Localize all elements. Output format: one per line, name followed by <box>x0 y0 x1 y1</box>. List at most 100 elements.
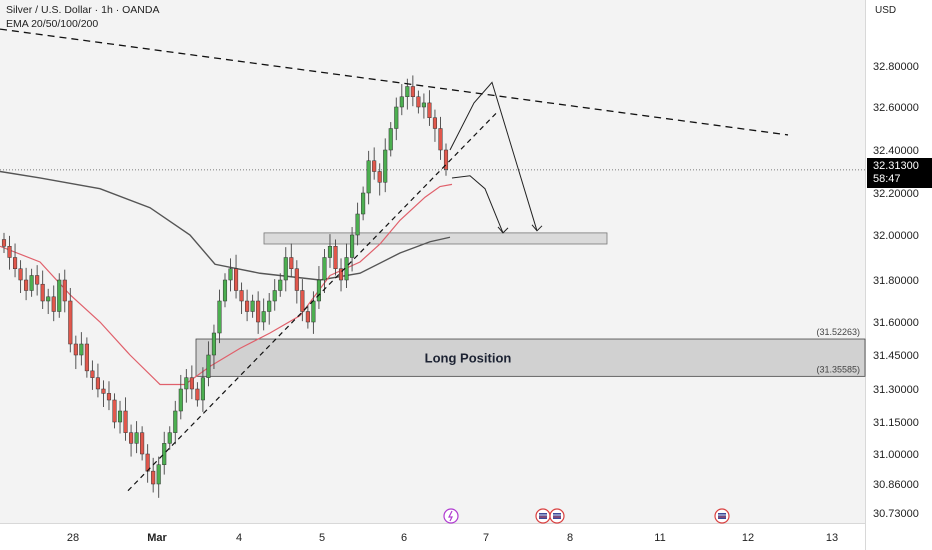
candle-body[interactable] <box>195 388 200 401</box>
candle-body[interactable] <box>184 377 189 390</box>
candle-body[interactable] <box>305 311 310 323</box>
candle-body[interactable] <box>90 370 95 378</box>
candle-body[interactable] <box>29 275 34 291</box>
candle-body[interactable] <box>134 432 139 444</box>
resistance-zone[interactable] <box>263 232 608 245</box>
candle-body[interactable] <box>283 257 288 281</box>
candle-body[interactable] <box>421 102 426 108</box>
candle-body[interactable] <box>73 343 78 356</box>
candle-body[interactable] <box>366 160 371 194</box>
candle-body[interactable] <box>405 86 410 97</box>
forecast-path-1[interactable] <box>449 81 538 231</box>
candle-body[interactable] <box>46 296 51 302</box>
candle-body[interactable] <box>7 246 12 258</box>
candle-body[interactable] <box>316 279 321 302</box>
x-tick-label: 11 <box>654 532 665 544</box>
candle-body[interactable] <box>156 464 161 485</box>
candle-body[interactable] <box>300 290 305 312</box>
candle-body[interactable] <box>256 300 261 323</box>
candle-body[interactable] <box>427 102 432 119</box>
forecast-arrowhead-1 <box>531 224 543 232</box>
candle-body[interactable] <box>18 268 23 281</box>
candle-body[interactable] <box>289 257 294 269</box>
candle-body[interactable] <box>62 279 67 302</box>
candle-body[interactable] <box>68 300 73 345</box>
candle-body[interactable] <box>79 343 84 356</box>
flag-glyph <box>553 513 561 519</box>
candle-body[interactable] <box>35 275 40 285</box>
candle-body[interactable] <box>272 290 277 302</box>
symbol-title[interactable]: Silver / U.S. Dollar · 1h · OANDA <box>6 4 160 16</box>
flag-glyph <box>539 513 547 519</box>
candle-body[interactable] <box>416 96 421 108</box>
candle-body[interactable] <box>217 300 222 334</box>
candle-body[interactable] <box>372 160 377 172</box>
candle-body[interactable] <box>410 86 415 97</box>
candle-body[interactable] <box>361 192 366 215</box>
candle-body[interactable] <box>239 290 244 302</box>
candle-body[interactable] <box>388 128 393 151</box>
candle-body[interactable] <box>189 377 194 390</box>
candle-body[interactable] <box>222 279 228 302</box>
candle-body[interactable] <box>123 410 128 433</box>
candle-body[interactable] <box>438 128 443 151</box>
candle-body[interactable] <box>234 268 239 291</box>
long-position-top-label: (31.52263) <box>816 327 860 337</box>
candle-body[interactable] <box>40 283 45 302</box>
candle-body[interactable] <box>278 279 283 291</box>
candle-body[interactable] <box>261 311 266 323</box>
candle-body[interactable] <box>129 432 134 444</box>
candle-body[interactable] <box>350 234 355 258</box>
candle-body[interactable] <box>101 388 106 394</box>
candle-body[interactable] <box>167 432 172 444</box>
candle-body[interactable] <box>443 149 449 170</box>
candle-body[interactable] <box>399 96 404 108</box>
candle-body[interactable] <box>117 410 123 423</box>
indicator-label[interactable]: EMA 20/50/100/200 <box>6 18 99 30</box>
y-tick-label: 30.73000 <box>873 508 919 520</box>
candle-body[interactable] <box>1 239 7 247</box>
candle-body[interactable] <box>355 213 360 236</box>
candle-body[interactable] <box>228 268 233 281</box>
candle-body[interactable] <box>327 246 333 258</box>
y-tick-label: 30.86000 <box>873 479 919 491</box>
candle-body[interactable] <box>338 268 344 281</box>
candle-body[interactable] <box>106 393 112 401</box>
long-position-zone[interactable] <box>195 338 866 377</box>
candle-body[interactable] <box>112 399 117 423</box>
candle-body[interactable] <box>13 257 18 269</box>
candle-body[interactable] <box>250 300 255 312</box>
candle-body[interactable] <box>57 279 62 312</box>
candle-body[interactable] <box>383 149 388 183</box>
candle-body[interactable] <box>173 410 178 433</box>
ascending-trendline[interactable] <box>127 110 499 492</box>
candle-body[interactable] <box>432 117 437 129</box>
candle-body[interactable] <box>245 300 250 312</box>
candle-body[interactable] <box>294 268 299 291</box>
candle-body[interactable] <box>162 443 167 465</box>
candle-body[interactable] <box>322 257 327 281</box>
candle-body[interactable] <box>344 257 349 281</box>
candle-body[interactable] <box>206 354 211 378</box>
candle-body[interactable] <box>333 246 338 269</box>
candle-body[interactable] <box>84 343 89 372</box>
candle-body[interactable] <box>311 300 316 323</box>
x-tick-label: 6 <box>401 532 407 544</box>
candle-body[interactable] <box>211 332 216 356</box>
candle-body[interactable] <box>95 377 100 390</box>
candle-body[interactable] <box>178 388 183 412</box>
forecast-path-2[interactable] <box>451 175 504 234</box>
candle-body[interactable] <box>394 106 399 129</box>
candle-body[interactable] <box>51 296 56 312</box>
candle-body[interactable] <box>24 279 29 291</box>
descending-trendline[interactable] <box>0 28 789 136</box>
flash-icon[interactable] <box>443 508 459 524</box>
candle-body[interactable] <box>267 300 272 312</box>
candle-body[interactable] <box>140 432 145 455</box>
y-tick-label: 31.00000 <box>873 449 919 461</box>
candle-body[interactable] <box>377 171 382 183</box>
candle-body[interactable] <box>200 377 205 401</box>
candle-body[interactable] <box>151 470 156 485</box>
